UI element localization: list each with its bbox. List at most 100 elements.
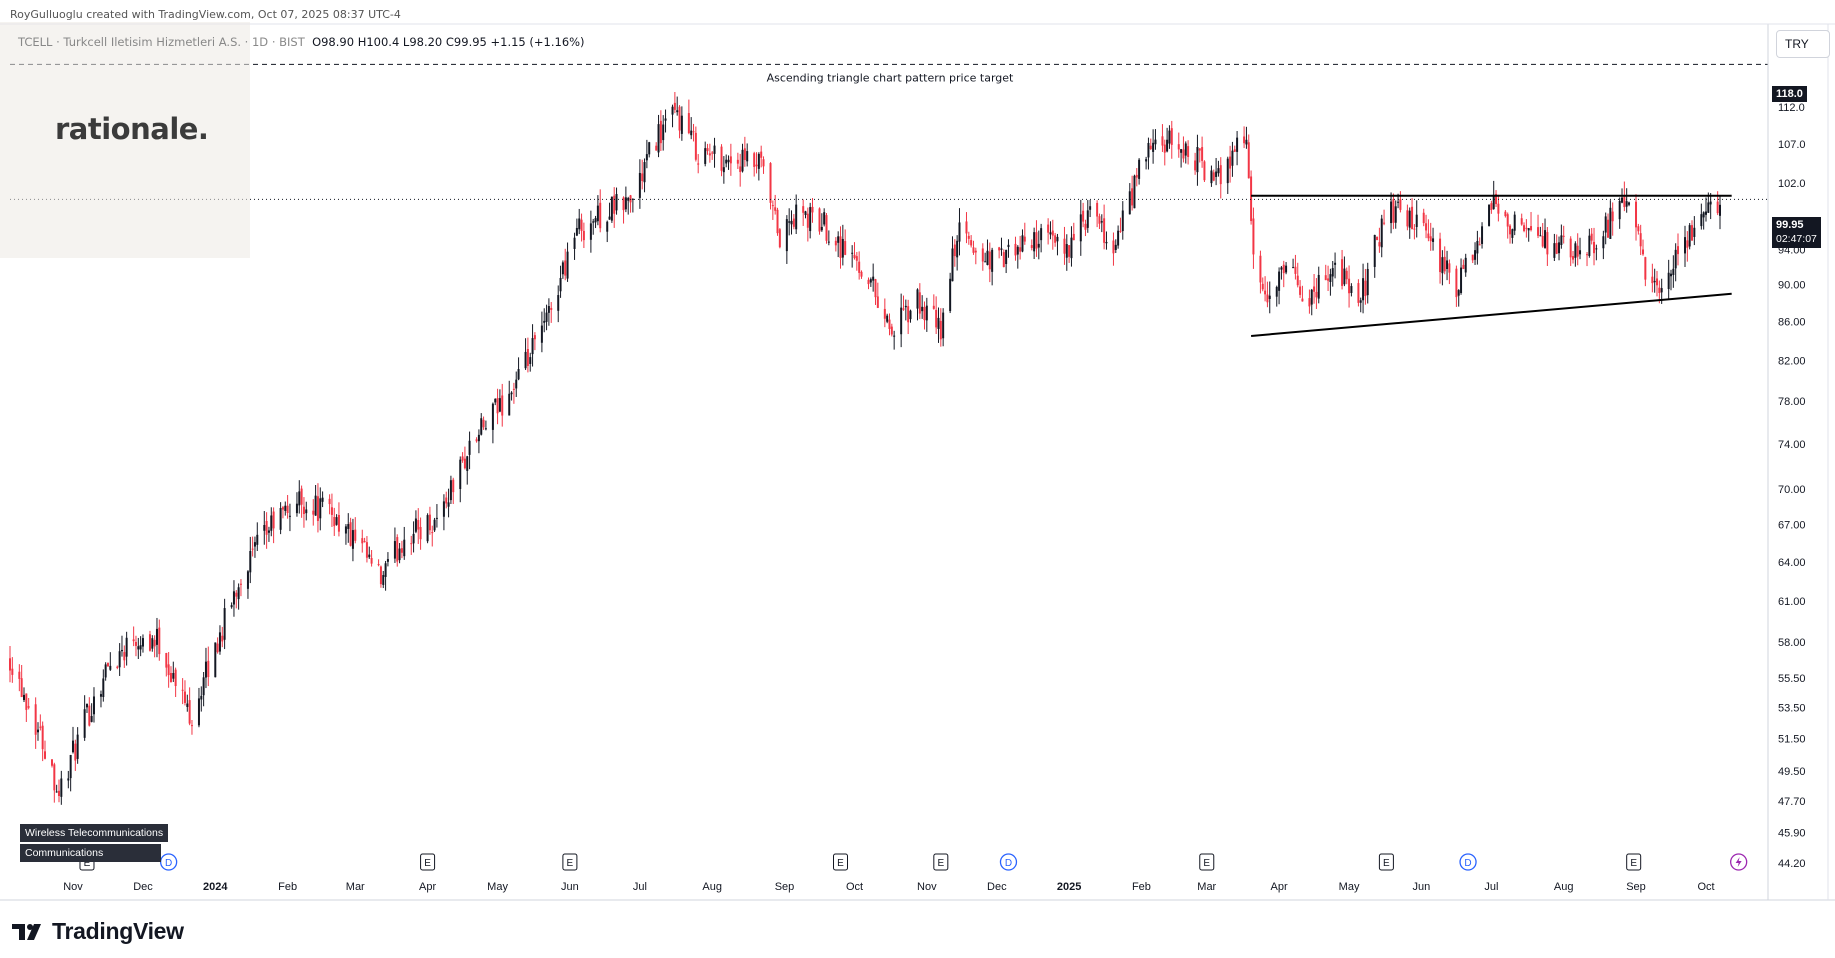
candle-body xyxy=(1462,264,1465,269)
candle-body xyxy=(1233,149,1236,152)
candle-body xyxy=(874,279,877,298)
candle-body xyxy=(900,307,903,335)
candle-body xyxy=(1231,150,1234,166)
candle-body xyxy=(267,530,270,533)
y-tick-label: 86.00 xyxy=(1778,317,1806,329)
candle-body xyxy=(1133,175,1136,209)
earnings-marker[interactable]: E xyxy=(562,853,578,871)
candle-body xyxy=(706,148,709,152)
currency-button[interactable]: TRY xyxy=(1776,30,1830,58)
candle-body xyxy=(1327,278,1330,281)
candle-body xyxy=(804,211,807,215)
candle-body xyxy=(286,505,289,514)
candle-body xyxy=(818,208,821,232)
earnings-marker[interactable]: E xyxy=(833,853,849,871)
candle-body xyxy=(442,501,445,517)
candle-body xyxy=(1707,202,1710,213)
candle-body xyxy=(1247,142,1250,179)
candle-body xyxy=(788,221,791,223)
candle-body xyxy=(1544,230,1547,248)
earnings-marker[interactable]: E xyxy=(420,853,436,871)
candle-body xyxy=(1301,298,1304,302)
y-tick-label: 74.00 xyxy=(1778,439,1806,451)
candle-body xyxy=(1135,174,1138,178)
candle-body xyxy=(965,221,968,234)
symbol-name[interactable]: TCELL · Turkcell Iletisim Hizmetleri A.S… xyxy=(18,35,305,49)
candle-body xyxy=(1525,227,1528,229)
candle-body xyxy=(1065,244,1068,258)
candle-body xyxy=(1670,273,1673,277)
candle-body xyxy=(529,357,532,364)
earnings-marker[interactable]: E xyxy=(1626,853,1642,871)
candle-body xyxy=(512,388,515,390)
tradingview-logo[interactable]: TradingView xyxy=(12,918,184,945)
candle-body xyxy=(727,159,730,163)
earnings-marker-label: E xyxy=(84,858,91,869)
candle-body xyxy=(463,458,466,469)
earnings-marker[interactable]: E xyxy=(933,853,949,871)
candle-body xyxy=(1378,242,1381,247)
candle-body xyxy=(118,651,121,668)
dividend-marker-label: D xyxy=(165,858,172,869)
candle-body xyxy=(1569,238,1572,258)
candle-body xyxy=(1427,233,1430,239)
candle-body xyxy=(426,515,429,542)
candle-body xyxy=(1051,230,1054,236)
candle-body xyxy=(141,638,144,647)
candle-body xyxy=(1310,289,1313,305)
industry-tag[interactable]: Wireless Telecommunications xyxy=(20,824,169,842)
candle-body xyxy=(1621,197,1624,203)
candle-body xyxy=(249,550,252,573)
candle-body xyxy=(1014,243,1017,256)
earnings-marker[interactable]: E xyxy=(1199,853,1215,871)
symbol-header[interactable]: TCELL · Turkcell Iletisim Hizmetleri A.S… xyxy=(18,35,585,49)
earnings-marker-label: E xyxy=(567,858,574,869)
candle-body xyxy=(1103,218,1106,243)
candle-body xyxy=(923,306,926,321)
ohlc-values: O98.90 H100.4 L98.20 C99.95 +1.15 (+1.16… xyxy=(312,35,585,49)
candle-body xyxy=(384,563,387,577)
candle-body xyxy=(811,206,814,213)
candle-body xyxy=(235,592,238,597)
bar-countdown: 02:47:07 xyxy=(1776,233,1817,245)
dividend-marker[interactable]: D xyxy=(999,853,1018,871)
candle-body xyxy=(106,663,109,667)
candle-body xyxy=(673,102,676,110)
candle-body xyxy=(382,575,385,585)
x-tick-label: Sep xyxy=(1626,881,1646,893)
candle-body xyxy=(741,149,744,172)
candle-body xyxy=(435,517,438,519)
candle-body xyxy=(361,538,364,544)
candle-body xyxy=(692,131,695,133)
candle-body xyxy=(223,608,226,640)
dividend-marker[interactable]: D xyxy=(1459,853,1477,871)
tradingview-logo-icon xyxy=(12,923,41,940)
candle-body xyxy=(697,163,700,165)
candle-body xyxy=(557,295,560,311)
news-flash-icon[interactable] xyxy=(1730,853,1748,871)
dividend-marker-label: D xyxy=(1005,858,1012,869)
sector-tag[interactable]: Communications xyxy=(20,844,161,862)
candle-body xyxy=(295,503,298,514)
candle-body xyxy=(202,677,205,696)
candle-body xyxy=(942,312,945,339)
candle-body xyxy=(1429,236,1432,242)
candle-body xyxy=(1359,300,1362,303)
candle-body xyxy=(1558,242,1561,254)
candle-body xyxy=(1308,298,1311,307)
candle-body xyxy=(1264,290,1267,295)
candle-body xyxy=(998,247,1001,251)
earnings-marker[interactable]: E xyxy=(1378,853,1394,871)
candle-body xyxy=(151,638,154,649)
candle-body xyxy=(265,520,268,535)
x-tick-label: May xyxy=(487,881,508,893)
candle-body xyxy=(1618,200,1621,220)
dividend-marker[interactable]: D xyxy=(159,853,178,871)
y-tick-label: 102.0 xyxy=(1778,178,1806,190)
candle-body xyxy=(1691,225,1694,241)
candle-body xyxy=(1667,272,1670,290)
candle-body xyxy=(760,151,763,158)
candle-body xyxy=(1623,195,1626,208)
